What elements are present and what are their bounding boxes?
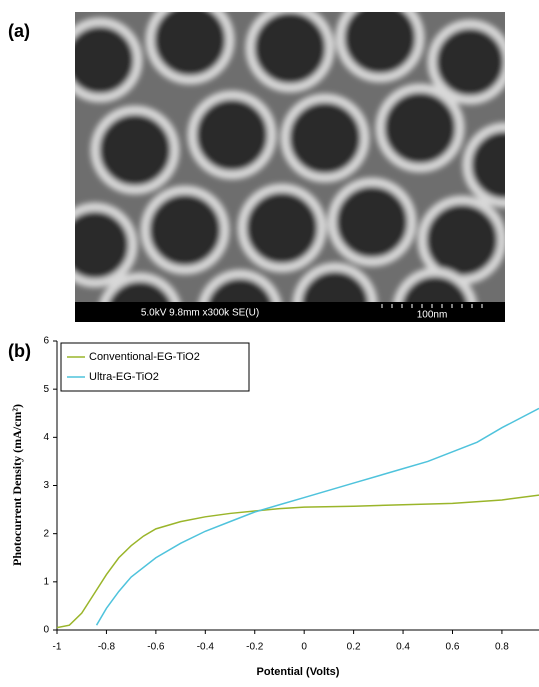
series-line — [97, 408, 539, 625]
y-tick-label: 4 — [43, 432, 49, 443]
x-tick-label: -0.6 — [147, 642, 165, 653]
legend-label: Ultra-EG-TiO2 — [89, 371, 159, 383]
x-tick-label: 0.4 — [396, 642, 410, 653]
x-axis-label: Potential (Volts) — [257, 666, 340, 678]
y-axis-label: Photocurrent Density (mA/cm²) — [10, 404, 24, 566]
y-tick-label: 6 — [43, 336, 49, 347]
x-tick-label: 0.8 — [495, 642, 509, 653]
y-tick-label: 1 — [43, 576, 49, 587]
scale-label: 100nm — [417, 310, 448, 321]
x-tick-label: -0.8 — [98, 642, 116, 653]
sem-image — [57, 0, 539, 353]
x-tick-label: 0.6 — [446, 642, 460, 653]
y-tick-label: 5 — [43, 384, 49, 395]
panel-label: (b) — [8, 341, 31, 361]
legend-label: Conventional-EG-TiO2 — [89, 351, 200, 363]
panel-label: (a) — [8, 21, 30, 41]
y-tick-label: 0 — [43, 625, 49, 636]
x-tick-label: -0.4 — [197, 642, 215, 653]
x-tick-label: 0.2 — [347, 642, 361, 653]
x-tick-label: 0 — [301, 642, 307, 653]
series-line — [57, 495, 539, 627]
sem-caption: 5.0kV 9.8mm x300k SE(U) — [141, 308, 259, 319]
x-tick-label: -0.2 — [246, 642, 264, 653]
y-tick-label: 3 — [43, 480, 49, 491]
y-tick-label: 2 — [43, 528, 49, 539]
figure: (a) 5.0kV 9.8mm x300k SE(U) 100nm (b) Ph… — [0, 0, 539, 682]
x-tick-label: -1 — [53, 642, 62, 653]
